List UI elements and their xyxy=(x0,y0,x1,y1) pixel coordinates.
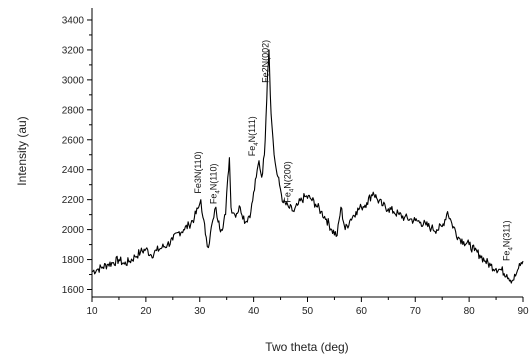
y-tick-label: 2000 xyxy=(62,225,85,236)
x-tick-label: 70 xyxy=(410,306,422,317)
x-tick-label: 50 xyxy=(302,306,314,317)
peak-label-0: Fe3N(110) xyxy=(193,151,203,193)
y-tick-label: 2600 xyxy=(62,135,85,146)
y-tick-label: 3200 xyxy=(62,45,85,56)
x-tick-label: 90 xyxy=(517,306,529,317)
y-axis-label: Intensity (au) xyxy=(15,116,29,185)
y-tick-label: 2200 xyxy=(62,195,85,206)
y-tick-label: 2400 xyxy=(62,165,85,176)
y-axis-ticks: 1600 1800 2000 2200 2400 2600 2800 3000 3200 3400 xyxy=(62,15,92,296)
x-tick-label: 20 xyxy=(140,306,152,317)
y-tick-label: 1600 xyxy=(62,285,85,296)
x-tick-label: 80 xyxy=(464,306,476,317)
x-axis-label: Two theta (deg) xyxy=(265,340,348,354)
y-tick-label: 1800 xyxy=(62,255,85,266)
plot-area xyxy=(91,49,524,284)
series-line-0 xyxy=(91,49,524,284)
x-tick-label: 10 xyxy=(86,306,98,317)
x-tick-label: 40 xyxy=(248,306,260,317)
y-tick-label: 2800 xyxy=(62,105,85,116)
axes xyxy=(91,8,523,298)
peak-label-2: Fe4N(111) xyxy=(247,116,260,156)
peak-label-3: Fe2N(002) xyxy=(261,40,271,83)
peak-label-1: Fe4N(110) xyxy=(208,163,221,204)
x-tick-label: 30 xyxy=(194,306,206,317)
y-tick-label: 3400 xyxy=(62,15,85,26)
peak-annotations: Fe3N(110) Fe4N(110) Fe4N(111) Fe2N(002) Fe4N… xyxy=(193,40,515,261)
y-tick-label: 3000 xyxy=(62,75,85,86)
x-axis-ticks: 10 20 30 40 50 60 70 80 90 xyxy=(86,297,529,317)
peak-label-4: Fe4N(200) xyxy=(282,161,295,202)
x-tick-label: 60 xyxy=(356,306,368,317)
peak-label-5: Fe4N(311) xyxy=(502,220,515,261)
